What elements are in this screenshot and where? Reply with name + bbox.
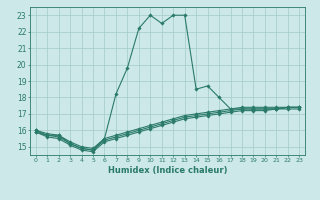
X-axis label: Humidex (Indice chaleur): Humidex (Indice chaleur)	[108, 166, 227, 175]
